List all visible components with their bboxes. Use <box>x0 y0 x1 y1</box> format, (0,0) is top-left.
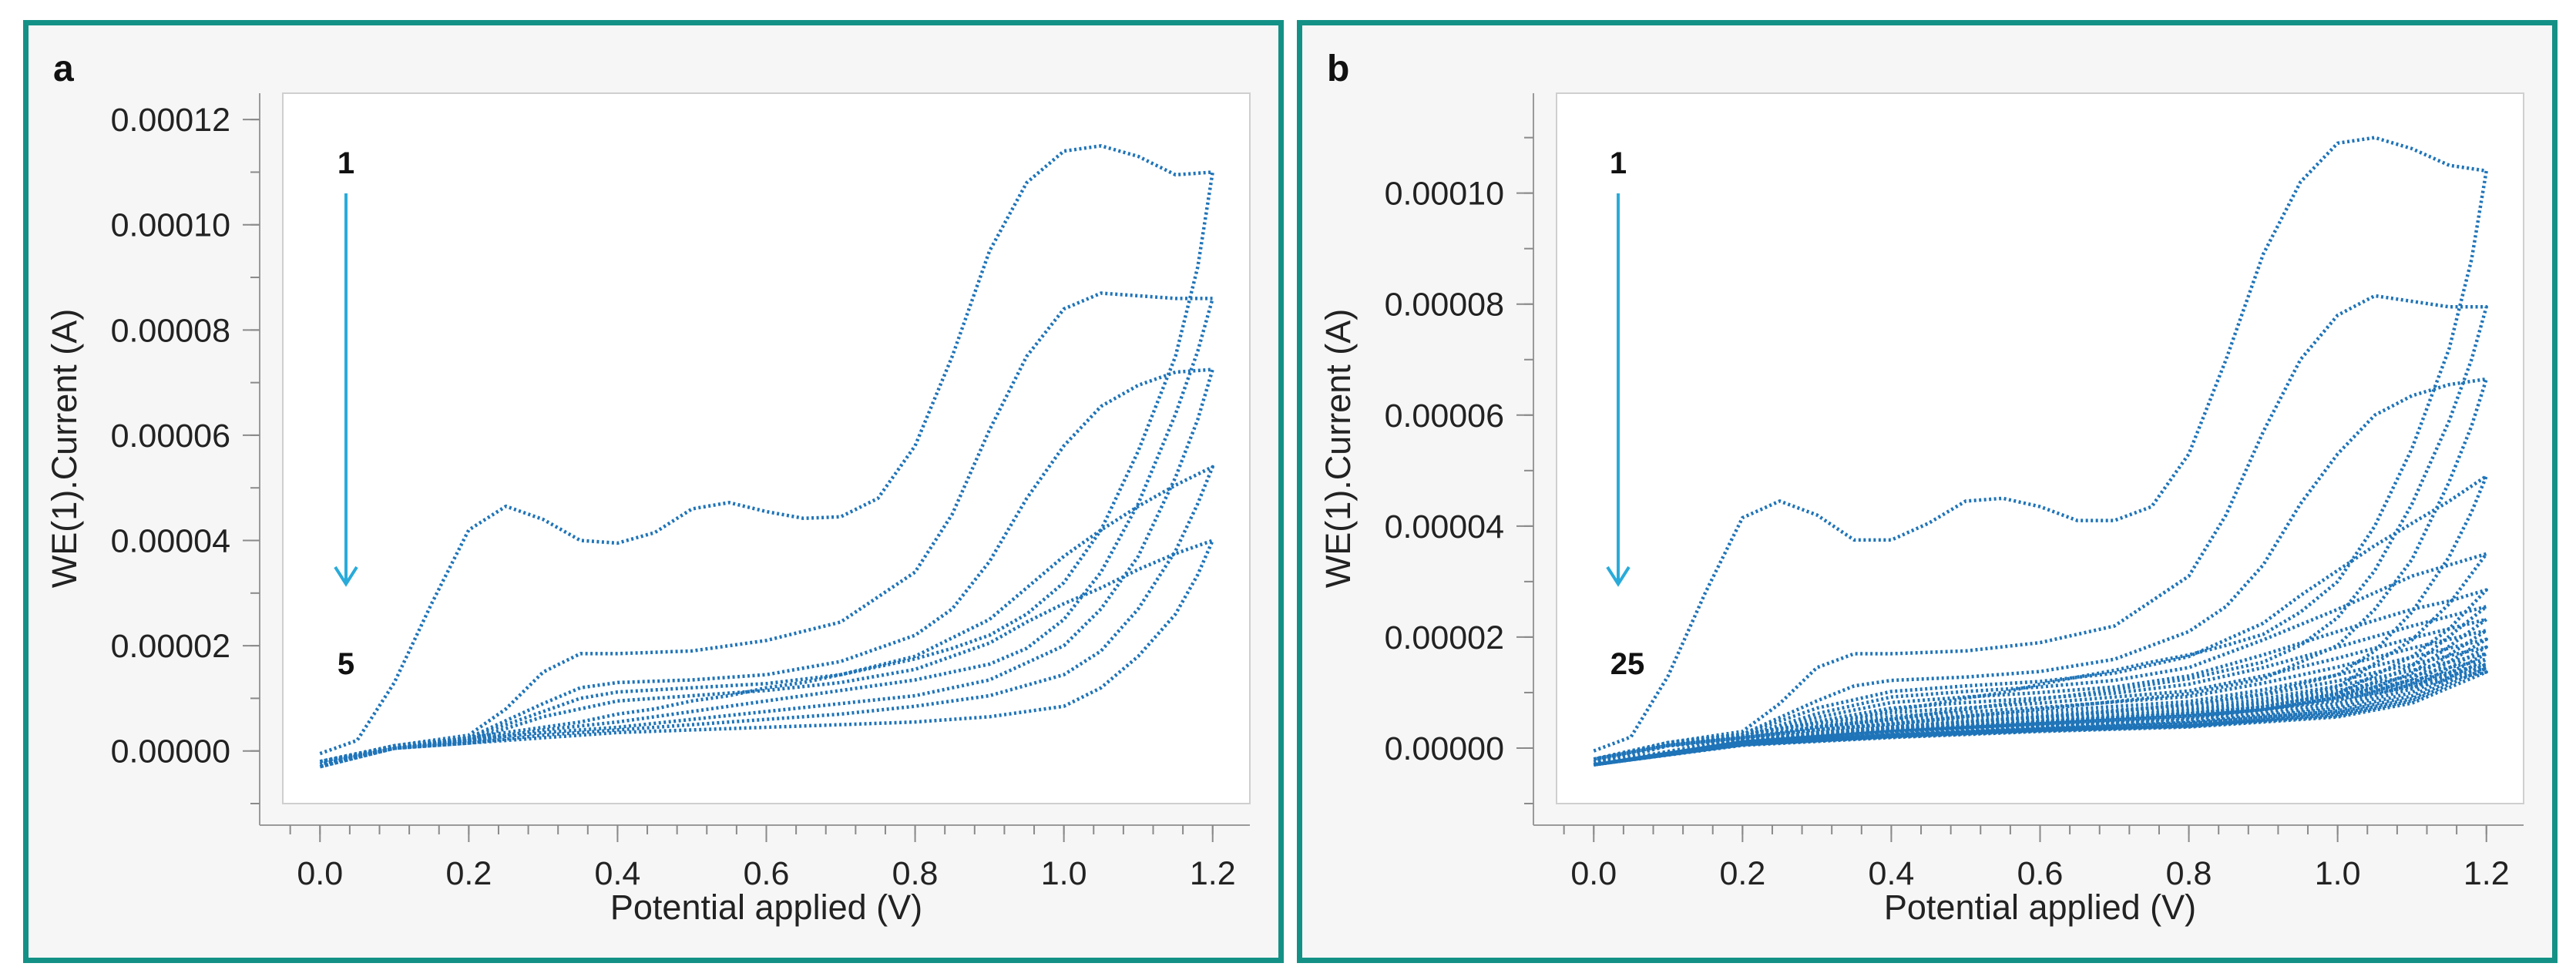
cv-cycle-curve <box>1593 377 2488 761</box>
y-axis-title: WE(1).Current (A) <box>1318 309 1358 589</box>
cv-cycle-curve <box>319 465 1214 767</box>
y-tick-label: 0.00002 <box>1385 619 1504 656</box>
panel-b: 0.00000 0.00002 0.00004 0.00006 0.00008 0.000… <box>1297 20 2558 963</box>
y-tick-label: 0.00000 <box>111 733 230 770</box>
y-tick-label: 0.00012 <box>111 102 230 139</box>
y-tick-label: 0.00006 <box>1385 398 1504 435</box>
x-tick-label: 0.8 <box>892 855 939 892</box>
cv-cycle-curve <box>1593 605 2488 767</box>
x-axis-title: Potential applied (V) <box>610 888 922 927</box>
x-tick-label: 1.0 <box>1041 855 1087 892</box>
x-tick-label: 0.2 <box>1719 855 1765 892</box>
panel-a: 0.00000 0.00002 0.00004 0.00006 0.00008 0.000… <box>23 20 1284 963</box>
x-tick-label: 0.0 <box>297 855 343 892</box>
x-tick-label: 0.6 <box>744 855 790 892</box>
panel-letter: a <box>53 49 74 89</box>
panel-letter: b <box>1327 49 1349 89</box>
y-tick-label: 0.00006 <box>111 418 230 455</box>
y-tick-label: 0.00008 <box>111 312 230 349</box>
last-cycle-label: 5 <box>338 647 354 681</box>
cv-curves <box>1593 136 2488 767</box>
y-tick-label: 0.00004 <box>1385 508 1504 545</box>
first-cycle-label: 1 <box>338 146 354 180</box>
cv-cycle-curve <box>1593 588 2488 767</box>
cv-cycle-curve <box>1593 294 2488 761</box>
x-tick-label: 0.2 <box>445 855 492 892</box>
y-tick-label: 0.00008 <box>1385 287 1504 324</box>
cycle-arrow-head <box>1606 566 1631 587</box>
cv-cycle-curve <box>1593 474 2488 764</box>
first-cycle-label: 1 <box>1610 146 1627 180</box>
x-tick-label: 1.2 <box>2463 855 2510 892</box>
y-tick-label: 0.00010 <box>111 207 230 244</box>
x-axis-title: Potential applied (V) <box>1884 888 2196 927</box>
y-tick-label: 0.00000 <box>1385 730 1504 767</box>
cv-cycle-curve <box>1593 617 2488 767</box>
cv-cycle-curve <box>1593 662 2488 767</box>
cv-cycle-curve <box>1593 629 2488 767</box>
cycle-arrow-head <box>334 566 358 587</box>
cv-cycle-curve <box>319 144 1214 764</box>
x-tick-label: 0.0 <box>1570 855 1617 892</box>
x-tick-label: 0.4 <box>1869 855 1915 892</box>
y-tick-label: 0.00004 <box>111 523 230 560</box>
y-axis-title: WE(1).Current (A) <box>45 309 84 589</box>
x-tick-label: 0.6 <box>2017 855 2064 892</box>
x-tick-label: 1.0 <box>2315 855 2361 892</box>
cv-chart-a: 0.00000 0.00002 0.00004 0.00006 0.00008 0.000… <box>45 49 1251 927</box>
cv-cycle-curve <box>319 291 1214 764</box>
x-tick-label: 1.2 <box>1190 855 1236 892</box>
x-tick-label: 0.8 <box>2166 855 2212 892</box>
y-tick-label: 0.00010 <box>1385 176 1504 213</box>
cv-chart-b: 0.00000 0.00002 0.00004 0.00006 0.00008 0.000… <box>1318 49 2524 927</box>
last-cycle-label: 25 <box>1610 647 1645 681</box>
plot-area <box>282 92 1251 804</box>
x-tick-label: 0.4 <box>595 855 641 892</box>
cv-curves <box>319 144 1214 769</box>
cv-cycle-curve <box>1593 666 2488 767</box>
y-tick-label: 0.00002 <box>111 628 230 665</box>
cv-cycle-curve <box>1593 657 2488 767</box>
